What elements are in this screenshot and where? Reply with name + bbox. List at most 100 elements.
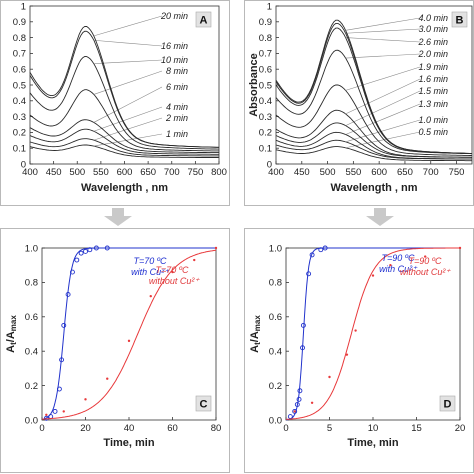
data-point-with-cu (43, 415, 49, 421)
data-point-with-cu (294, 402, 300, 407)
data-point-without-cu (171, 270, 174, 274)
y-tick-label: 0.7 (259, 49, 272, 60)
y-axis-label-part: /A (249, 331, 261, 342)
data-point-with-cu (300, 345, 305, 351)
y-tick-label: 0.6 (259, 65, 272, 76)
x-tick-label: 450 (294, 167, 310, 178)
data-point-without-cu (345, 353, 349, 356)
y-axis-label-part: t (253, 342, 262, 345)
curve-label: 20 min (160, 11, 188, 21)
x-tick-label: 5 (327, 423, 332, 434)
curve-label: 1 min (166, 129, 188, 139)
x-tick-label: 550 (345, 167, 361, 178)
spectrum-line (275, 84, 472, 156)
y-tick-label: 0 (21, 159, 26, 170)
annotation-blue: with Cu²⁺ (379, 264, 418, 274)
data-point-with-cu (292, 408, 298, 414)
curve-label: 10 min (161, 55, 188, 65)
data-point-without-cu (149, 294, 152, 298)
curve-leader (93, 133, 163, 147)
curve-label: 0.5 min (418, 127, 448, 137)
curve-leader (345, 103, 421, 135)
curve-leader (93, 70, 163, 95)
spectrum-line (29, 144, 220, 159)
data-point-without-cu (193, 258, 196, 262)
curve-label: 6 min (166, 82, 188, 92)
spectrum-line (275, 131, 472, 160)
y-tick-label: 0.3 (13, 112, 26, 123)
x-tick-label: 500 (320, 167, 336, 178)
y-axis-label-part: max (253, 315, 262, 332)
data-point-with-cu (322, 245, 328, 251)
panel-badge (195, 11, 212, 28)
curve-leader (345, 78, 421, 115)
x-tick-label: 800 (211, 167, 227, 178)
curve-leader (345, 37, 421, 43)
data-point-without-cu (458, 246, 462, 250)
x-tick-label: 0 (39, 423, 44, 434)
y-tick-label: 0.2 (25, 381, 38, 392)
x-tick-label: 750 (449, 167, 465, 178)
y-tick-label: 1 (21, 1, 26, 12)
curve-label: 4 min (166, 102, 188, 112)
data-point-without-cu (293, 410, 296, 413)
x-tick-label: 0 (283, 423, 288, 434)
annotation-red: T=70 ºC (155, 265, 189, 275)
plot-frame (41, 247, 217, 421)
x-tick-label: 20 (80, 423, 91, 434)
curve-label: 2 min (165, 113, 188, 123)
data-point-with-cu (56, 386, 62, 392)
data-point-without-cu (310, 401, 314, 404)
data-point-with-cu (83, 248, 88, 254)
y-tick-label: 0.4 (13, 96, 26, 107)
data-point-with-cu (61, 322, 67, 328)
y-tick-label: 0.3 (259, 112, 272, 123)
x-tick-label: 650 (140, 167, 156, 178)
curve-leader (93, 59, 163, 64)
data-point-without-cu (127, 339, 131, 343)
panel-badge (195, 395, 212, 412)
x-tick-label: 650 (397, 167, 413, 178)
data-point-with-cu (93, 245, 99, 251)
curve-leader (345, 90, 421, 126)
spectrum-line (29, 138, 219, 157)
chart-a: 400 450 500 550 600 650 700 750 800 0 0.1 0.2 0.3 0.4… (13, 1, 227, 194)
data-point-with-cu (65, 291, 71, 297)
curve-label: 1.9 min (418, 62, 448, 72)
y-tick-label: 0.9 (13, 17, 26, 28)
annotation-red: without Cu²⁺ (400, 267, 452, 277)
panel-badge (439, 395, 456, 412)
data-point-with-cu (59, 357, 65, 363)
chart-d: 0 5 10 15 20 0.0 0.2 0.4 0.6 0.8 1.0 Time, min At/Am… (249, 243, 465, 449)
x-tick-label: 15 (411, 423, 422, 434)
x-tick-label: 80 (211, 423, 222, 434)
panel-c-border (0, 228, 230, 473)
curve-label: 3.0 min (418, 24, 448, 34)
curve-leader (93, 86, 163, 123)
data-point-with-cu (78, 250, 84, 256)
curve-label: 2.6 min (417, 37, 448, 47)
y-tick-label: 0.8 (13, 33, 26, 44)
data-point-without-cu (371, 274, 375, 277)
y-axis-label: At/Amax (249, 315, 262, 353)
curve-leader (93, 39, 163, 47)
x-axis-label: Time, min (347, 437, 398, 449)
annotation-blue: T=90 ºC (381, 253, 415, 263)
curve-leader (345, 28, 421, 34)
x-tick-label: 60 (167, 423, 178, 434)
panel-badge-label: A (200, 15, 208, 27)
x-tick-label: 500 (69, 167, 85, 178)
curve-leader (345, 66, 421, 91)
curve-label: 8 min (166, 66, 188, 76)
y-tick-label: 0.0 (25, 415, 38, 426)
spectrum-line (275, 109, 473, 158)
x-tick-label: 700 (164, 167, 180, 178)
data-point-without-cu (45, 413, 48, 417)
curve-leader (345, 17, 421, 31)
spectrum-line (275, 19, 472, 154)
panel-badge-label: D (444, 399, 452, 411)
y-tick-label: 0.8 (259, 33, 272, 44)
data-point-without-cu (424, 255, 427, 258)
x-tick-label: 700 (423, 167, 439, 178)
x-tick-label: 600 (117, 167, 133, 178)
